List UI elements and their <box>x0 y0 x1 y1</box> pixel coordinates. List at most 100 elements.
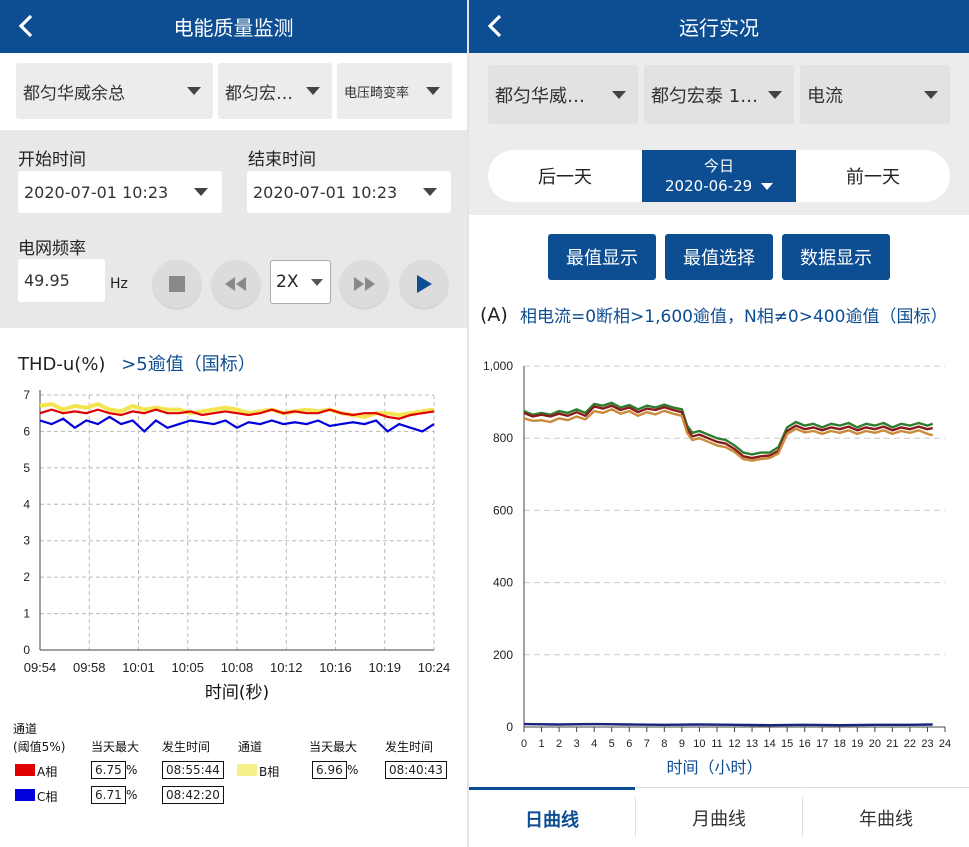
play-icon <box>417 275 432 293</box>
series-line-2 <box>523 408 934 462</box>
x-tick-label: 10:19 <box>368 660 401 675</box>
y-tick-label: 400 <box>493 576 513 590</box>
x-tick-label: 10:24 <box>418 660 451 675</box>
end-time-label: 结束时间 <box>248 150 316 170</box>
tab-separator <box>802 797 803 837</box>
site-select[interactable]: 都匀华威… <box>488 65 638 124</box>
prev-day-button[interactable]: 后一天 <box>488 150 642 202</box>
chevron-down-icon <box>426 87 440 95</box>
site-select-value: 都匀华威余总 <box>23 83 125 104</box>
y-tick-label: 1,000 <box>483 359 513 373</box>
legend-unit-b: % <box>347 763 359 777</box>
x-tick-label: 20 <box>869 738 881 750</box>
prev-day-label: 后一天 <box>538 167 592 188</box>
rewind-button[interactable] <box>212 260 260 308</box>
x-tick-label: 21 <box>886 738 898 750</box>
x-tick-label: 09:58 <box>73 660 106 675</box>
chevron-down-icon <box>311 279 323 286</box>
tab-yearly-curve[interactable]: 年曲线 <box>803 787 969 847</box>
metric-select-value: 电流 <box>807 85 843 107</box>
legend-max-b: 6.96 <box>312 761 347 779</box>
x-tick-label: 0 <box>521 738 527 750</box>
x-tick-label: 10:12 <box>270 660 303 675</box>
select-extremes-label: 最值选择 <box>683 248 755 269</box>
tab-monthly-label: 月曲线 <box>692 808 746 830</box>
y-tick-label: 3 <box>23 534 30 548</box>
y-tick-label: 200 <box>493 648 513 662</box>
series-line-1 <box>523 404 933 460</box>
chevron-down-icon <box>924 90 938 99</box>
x-tick-label: 10 <box>693 738 705 750</box>
y-tick-label: 4 <box>23 497 30 511</box>
series-line-B相 <box>39 401 435 419</box>
speed-select[interactable]: 2X <box>270 260 331 304</box>
show-extremes-button[interactable]: 最值显示 <box>548 234 656 280</box>
stop-icon <box>169 276 185 292</box>
right-header: 运行实况 <box>469 0 969 53</box>
x-tick-label: 09:54 <box>24 660 57 675</box>
select-extremes-button[interactable]: 最值选择 <box>665 234 773 280</box>
legend-time-header: 发生时间 <box>162 740 211 754</box>
end-time-field[interactable]: 2020-07-01 10:23 <box>247 171 451 213</box>
tab-separator <box>635 797 636 837</box>
power-quality-screen: 电能质量监测 都匀华威余总 都匀宏… 电压畸变率 开始时间 结束时间 2020-… <box>0 0 467 847</box>
x-tick-label: 19 <box>851 738 863 750</box>
metric-select[interactable]: 电压畸变率 <box>337 63 452 119</box>
x-axis-title: 时间（小时） <box>666 758 762 777</box>
today-date-picker[interactable]: 今日 2020-06-29 <box>642 150 796 202</box>
stop-button[interactable] <box>153 260 201 308</box>
y-tick-label: 1 <box>23 607 30 621</box>
x-tick-label: 5 <box>609 738 615 750</box>
legend-swatch-c <box>15 789 35 801</box>
x-axis-title: 时间(秒) <box>205 683 269 703</box>
legend-time-a: 08:55:44 <box>162 761 224 779</box>
chevron-down-icon <box>423 188 437 196</box>
x-tick-label: 22 <box>904 738 916 750</box>
legend-max-header-2: 当天最大 <box>309 740 358 754</box>
date-switcher: 后一天 今日 2020-06-29 前一天 <box>488 150 950 202</box>
today-label: 今日 <box>703 157 734 175</box>
metric-select[interactable]: 电流 <box>800 65 950 124</box>
start-time-field[interactable]: 2020-07-01 10:23 <box>18 171 222 213</box>
x-tick-label: 8 <box>661 738 667 750</box>
page-title: 电能质量监测 <box>173 16 294 40</box>
frequency-field: 49.95 <box>18 259 105 302</box>
end-time-value: 2020-07-01 10:23 <box>253 182 398 202</box>
x-tick-label: 10:05 <box>171 660 204 675</box>
screen-divider <box>467 0 469 847</box>
y-tick-label: 800 <box>493 431 513 445</box>
x-tick-label: 9 <box>679 738 685 750</box>
chevron-down-icon <box>768 90 782 99</box>
chevron-down-icon <box>306 87 320 95</box>
back-icon[interactable] <box>14 11 38 41</box>
x-tick-label: 23 <box>921 738 933 750</box>
legend-label-b: B相 <box>259 765 280 779</box>
y-tick-label: 6 <box>23 424 30 438</box>
grid-frequency-label: 电网频率 <box>18 239 86 259</box>
series-line-3 <box>523 722 933 727</box>
threshold-note: 相电流=0断相>1,600逾值，N相≠0>400逾值（国标） <box>520 307 948 327</box>
y-tick-label: 2 <box>23 570 30 584</box>
play-button[interactable] <box>400 260 448 308</box>
legend-label-c: C相 <box>37 790 58 804</box>
device-select[interactable]: 都匀宏泰 1… <box>644 65 794 124</box>
legend-unit-a: % <box>126 763 138 777</box>
thd-threshold-note: >5逾值（国标） <box>121 354 256 375</box>
device-select[interactable]: 都匀宏… <box>218 63 332 119</box>
thd-chart-title: THD-u(%) <box>18 354 106 375</box>
caret-down-icon <box>760 183 773 190</box>
fast-forward-button[interactable] <box>340 260 388 308</box>
site-select[interactable]: 都匀华威余总 <box>16 63 213 119</box>
x-tick-label: 6 <box>626 738 632 750</box>
x-tick-label: 18 <box>834 738 846 750</box>
start-time-label: 开始时间 <box>18 150 86 170</box>
thd-chart: 0 1 2 3 4 5 6 7 09:54 09:58 10:01 10:05 10:08 10:12 10… <box>23 388 451 703</box>
device-select-value: 都匀宏… <box>225 83 293 104</box>
back-icon[interactable] <box>483 11 507 41</box>
show-data-button[interactable]: 数据显示 <box>782 234 890 280</box>
tab-daily-curve[interactable]: 日曲线 <box>469 787 635 847</box>
tab-monthly-curve[interactable]: 月曲线 <box>636 787 802 847</box>
x-tick-label: 12 <box>728 738 740 750</box>
next-day-button[interactable]: 前一天 <box>796 150 950 202</box>
